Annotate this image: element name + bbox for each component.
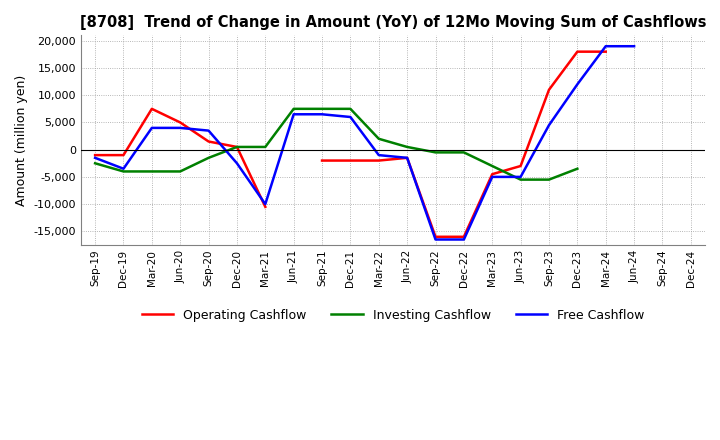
Y-axis label: Amount (million yen): Amount (million yen) — [15, 74, 28, 206]
Investing Cashflow — [289, 106, 298, 111]
Investing Cashflow — [204, 155, 213, 161]
Investing Cashflow — [91, 161, 99, 166]
Operating Cashflow — [119, 153, 127, 158]
Line: Operating Cashflow: Operating Cashflow — [95, 109, 265, 207]
Investing Cashflow — [516, 177, 525, 182]
Free Cashflow — [573, 82, 582, 87]
Free Cashflow — [431, 237, 440, 242]
Operating Cashflow — [176, 120, 184, 125]
Free Cashflow — [148, 125, 156, 131]
Investing Cashflow — [261, 144, 269, 150]
Free Cashflow — [630, 44, 639, 49]
Operating Cashflow — [233, 144, 241, 150]
Legend: Operating Cashflow, Investing Cashflow, Free Cashflow: Operating Cashflow, Investing Cashflow, … — [137, 304, 649, 327]
Free Cashflow — [176, 125, 184, 131]
Free Cashflow — [516, 174, 525, 180]
Investing Cashflow — [233, 144, 241, 150]
Line: Investing Cashflow: Investing Cashflow — [95, 109, 577, 180]
Free Cashflow — [488, 174, 497, 180]
Free Cashflow — [402, 155, 411, 161]
Investing Cashflow — [459, 150, 468, 155]
Free Cashflow — [204, 128, 213, 133]
Free Cashflow — [346, 114, 355, 120]
Investing Cashflow — [402, 144, 411, 150]
Free Cashflow — [289, 112, 298, 117]
Investing Cashflow — [318, 106, 326, 111]
Free Cashflow — [318, 112, 326, 117]
Operating Cashflow — [204, 139, 213, 144]
Investing Cashflow — [488, 163, 497, 169]
Investing Cashflow — [374, 136, 383, 141]
Free Cashflow — [91, 155, 99, 161]
Operating Cashflow — [261, 204, 269, 209]
Line: Free Cashflow: Free Cashflow — [95, 46, 634, 239]
Free Cashflow — [119, 166, 127, 171]
Free Cashflow — [233, 161, 241, 166]
Investing Cashflow — [176, 169, 184, 174]
Investing Cashflow — [573, 166, 582, 171]
Investing Cashflow — [148, 169, 156, 174]
Free Cashflow — [459, 237, 468, 242]
Free Cashflow — [544, 122, 553, 128]
Operating Cashflow — [91, 153, 99, 158]
Free Cashflow — [261, 202, 269, 207]
Investing Cashflow — [431, 150, 440, 155]
Title: [8708]  Trend of Change in Amount (YoY) of 12Mo Moving Sum of Cashflows: [8708] Trend of Change in Amount (YoY) o… — [80, 15, 706, 30]
Investing Cashflow — [119, 169, 127, 174]
Free Cashflow — [374, 153, 383, 158]
Investing Cashflow — [544, 177, 553, 182]
Operating Cashflow — [148, 106, 156, 111]
Free Cashflow — [601, 44, 610, 49]
Investing Cashflow — [346, 106, 355, 111]
